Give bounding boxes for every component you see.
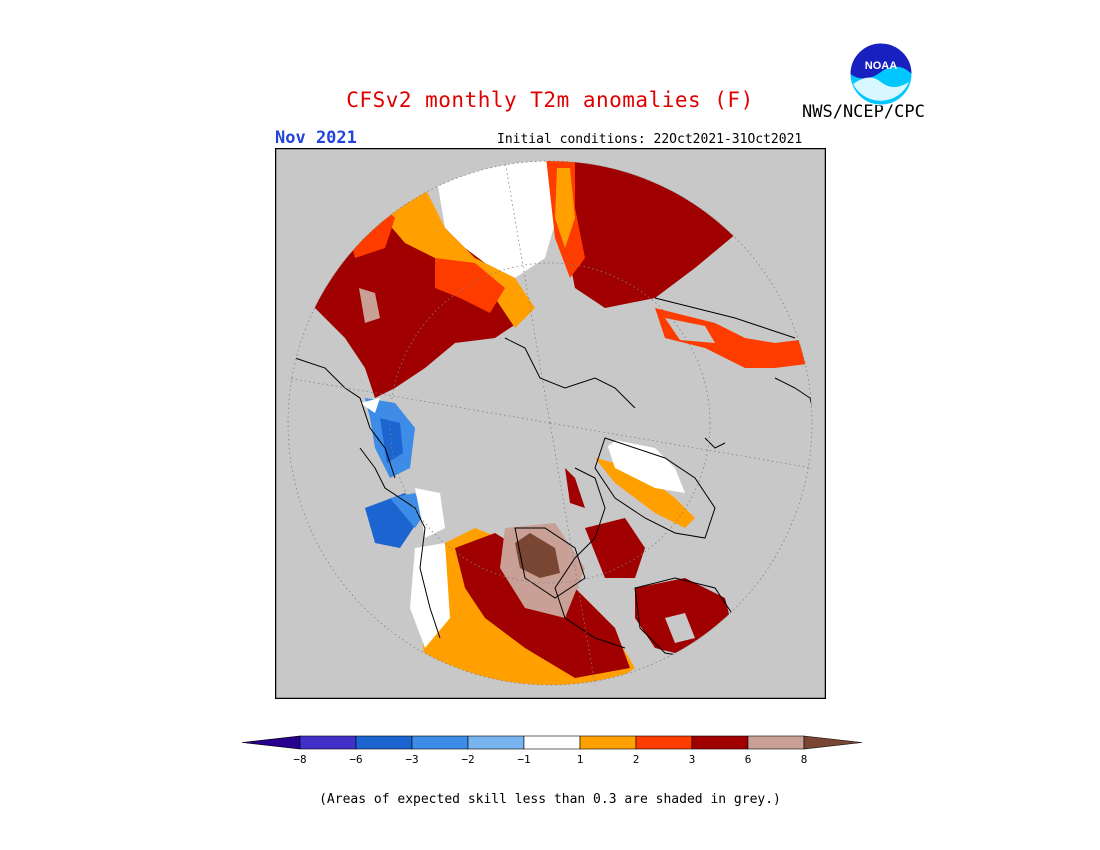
legend-tick-label: 3 [689, 753, 696, 766]
legend-tick-label: −8 [293, 753, 306, 766]
legend-tick-label: −3 [405, 753, 418, 766]
legend-tick-label: 6 [745, 753, 752, 766]
color-legend: −8 −6 −3 −2 −1 1 2 3 6 8 [240, 728, 863, 778]
legend-tick-label: 8 [801, 753, 808, 766]
forecast-month: Nov 2021 [275, 128, 357, 148]
legend-tick-label: −1 [517, 753, 530, 766]
legend-bin-9 [747, 735, 805, 750]
noaa-logo-icon: NOAA [849, 42, 913, 106]
legend-bin-10 [803, 735, 863, 750]
anomaly-fields [288, 161, 812, 685]
legend-bin-7 [635, 735, 693, 750]
legend-bin-4 [467, 735, 525, 750]
noaa-logo-text: NOAA [865, 60, 897, 72]
anomaly-map [275, 148, 826, 699]
map-frame [275, 148, 826, 699]
legend-bin-8 [691, 735, 749, 750]
legend-bin-0 [241, 735, 301, 750]
legend-tick-label: 1 [577, 753, 584, 766]
legend-tick-label: 2 [633, 753, 640, 766]
legend-bar: −8 −6 −3 −2 −1 1 2 3 6 8 [241, 735, 863, 766]
legend-tick-label: −6 [349, 753, 362, 766]
legend-bin-3 [411, 735, 469, 750]
graticule [287, 160, 813, 686]
legend-bin-6 [579, 735, 637, 750]
map-title: CFSv2 monthly T2m anomalies (F) [346, 88, 754, 112]
legend-bin-1 [299, 735, 357, 750]
initial-conditions: Initial conditions: 22Oct2021-31Oct2021 [497, 132, 803, 147]
coastlines [294, 297, 812, 659]
legend-tick-label: −2 [461, 753, 474, 766]
legend-bin-2 [355, 735, 413, 750]
skill-note: (Areas of expected skill less than 0.3 a… [319, 792, 781, 807]
legend-bin-5 [523, 735, 581, 750]
agency-label: NWS/NCEP/CPC [802, 102, 925, 122]
